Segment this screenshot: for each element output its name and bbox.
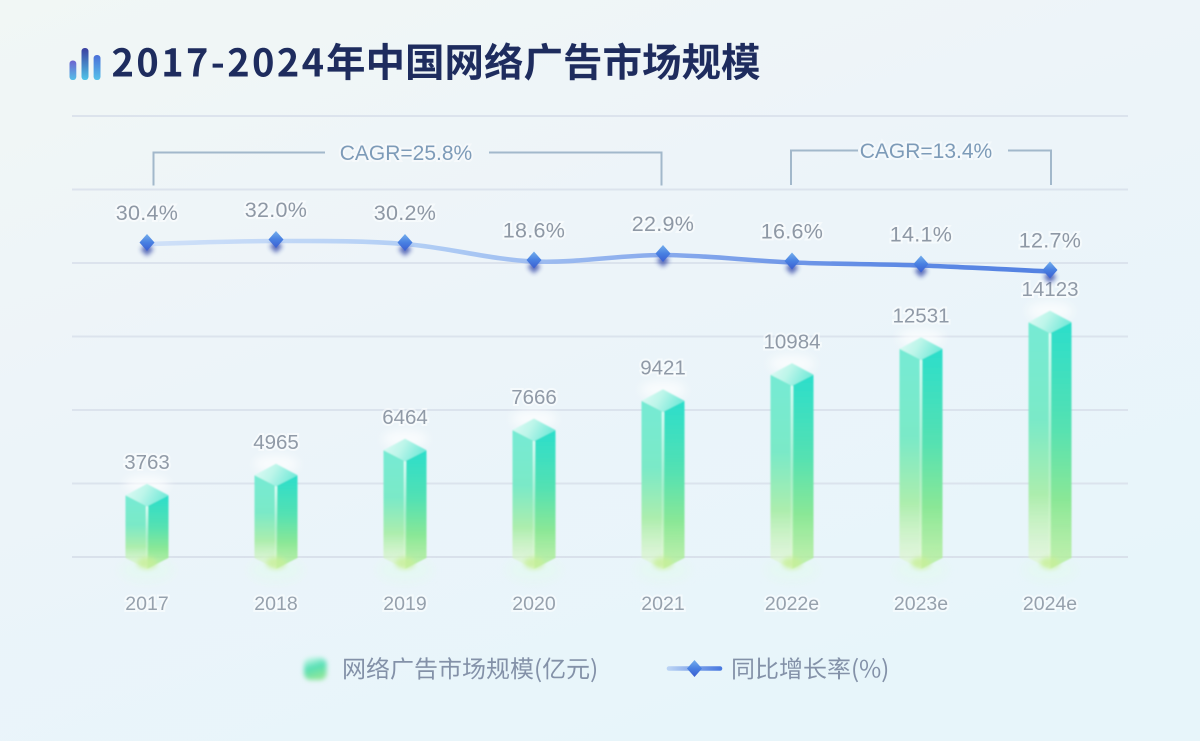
svg-text:2024e: 2024e — [1023, 593, 1077, 615]
svg-text:3763: 3763 — [124, 451, 170, 474]
svg-text:6464: 6464 — [382, 406, 428, 429]
svg-text:18.6%: 18.6% — [503, 219, 565, 243]
svg-text:2020: 2020 — [512, 593, 556, 615]
svg-text:CAGR=25.8%: CAGR=25.8% — [340, 142, 472, 165]
svg-text:14123: 14123 — [1021, 278, 1078, 301]
svg-text:32.0%: 32.0% — [245, 198, 307, 222]
svg-text:2022e: 2022e — [765, 593, 819, 615]
svg-text:2019: 2019 — [383, 593, 426, 615]
svg-text:12.7%: 12.7% — [1019, 229, 1081, 253]
svg-text:4965: 4965 — [253, 431, 299, 454]
svg-text:2023e: 2023e — [894, 593, 948, 615]
svg-text:2018: 2018 — [254, 593, 297, 615]
svg-text:12531: 12531 — [892, 305, 949, 328]
svg-text:7666: 7666 — [511, 386, 557, 409]
svg-text:2017: 2017 — [125, 593, 168, 615]
svg-text:16.6%: 16.6% — [761, 220, 823, 244]
svg-text:9421: 9421 — [640, 357, 686, 380]
svg-text:30.2%: 30.2% — [374, 201, 436, 225]
svg-text:30.4%: 30.4% — [116, 201, 178, 225]
svg-text:CAGR=13.4%: CAGR=13.4% — [860, 140, 992, 163]
svg-text:2021: 2021 — [641, 593, 684, 615]
svg-text:10984: 10984 — [763, 331, 820, 354]
svg-text:22.9%: 22.9% — [632, 212, 694, 236]
svg-text:14.1%: 14.1% — [890, 223, 952, 247]
